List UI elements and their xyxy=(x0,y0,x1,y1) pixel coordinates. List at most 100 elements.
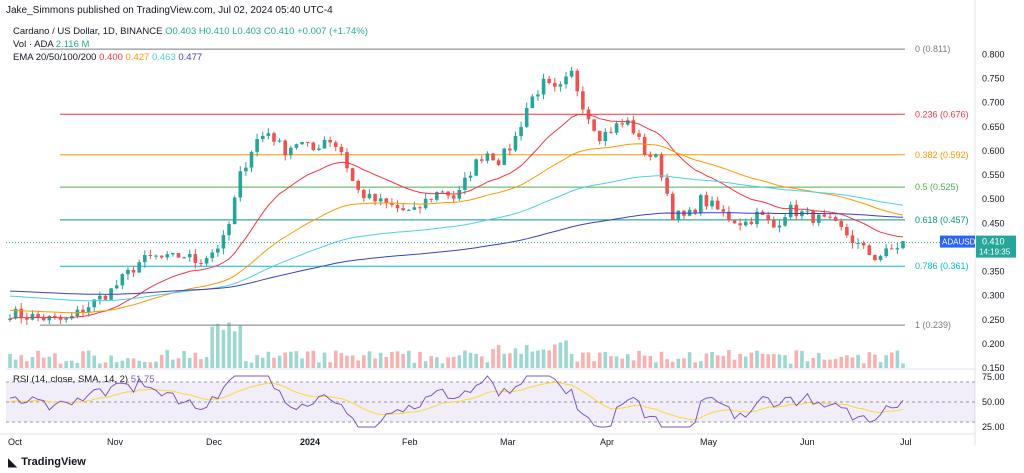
time-label-2: Dec xyxy=(206,437,223,447)
volume-bar xyxy=(463,350,467,368)
volume-bar xyxy=(221,329,226,368)
candle-body xyxy=(182,257,186,259)
volume-bar xyxy=(249,362,254,368)
volume-bar xyxy=(25,361,29,368)
candle-body xyxy=(541,78,546,95)
symbol-tag: ADAUSD xyxy=(942,238,976,247)
candle-body xyxy=(328,139,332,143)
candle-body xyxy=(333,142,338,148)
candle-body xyxy=(401,208,405,211)
volume-bar xyxy=(665,359,669,368)
ema20-value: 0.400 xyxy=(99,52,123,63)
volume-bar xyxy=(693,362,697,368)
candle-body xyxy=(395,204,400,209)
volume-bar xyxy=(58,363,63,368)
candle-body xyxy=(873,255,877,261)
volume-bar xyxy=(654,362,658,368)
candle-body xyxy=(637,133,641,137)
candle-body xyxy=(794,204,799,217)
candle-body xyxy=(373,193,377,202)
candle-body xyxy=(569,70,574,77)
volume-bar xyxy=(845,355,849,368)
volume-bar xyxy=(496,345,501,368)
price-tick-9: 0.350 xyxy=(982,267,1005,277)
volume-bar xyxy=(524,345,529,368)
volume-bar xyxy=(289,351,293,368)
symbol-row: Cardano / US Dollar, 1D, BINANCE O0.403 … xyxy=(13,25,368,38)
volume-bar xyxy=(715,355,720,368)
candle-body xyxy=(86,307,91,313)
volume-bar xyxy=(783,355,787,368)
volume-bar xyxy=(165,350,170,368)
candle-body xyxy=(165,254,170,258)
candle-body xyxy=(895,248,900,250)
candle-body xyxy=(833,217,838,221)
ema200-line xyxy=(9,212,904,295)
candle-body xyxy=(148,255,153,257)
volume-bar xyxy=(47,356,52,368)
volume-bar xyxy=(474,353,478,368)
candle-body xyxy=(715,200,720,210)
candle-body xyxy=(788,204,793,218)
candle-body xyxy=(676,210,681,220)
rsi-tick-1: 50.00 xyxy=(982,397,1005,407)
candle-body xyxy=(159,255,164,258)
candle-body xyxy=(491,153,495,161)
candle-body xyxy=(451,195,456,199)
volume-bar xyxy=(53,353,57,368)
volume-bar xyxy=(502,353,507,368)
volume-bar xyxy=(378,352,383,368)
volume-bar xyxy=(176,358,181,368)
price-tick-11: 0.250 xyxy=(982,315,1005,325)
candle-body xyxy=(805,210,810,212)
volume-bar xyxy=(732,359,737,368)
volume-bar xyxy=(300,358,304,368)
candle-body xyxy=(592,119,596,131)
volume-bar xyxy=(794,350,799,368)
candle-body xyxy=(300,141,304,145)
candle-body xyxy=(552,82,557,87)
candle-body xyxy=(187,254,192,258)
volume-bar xyxy=(227,322,231,368)
price-tick-4: 0.600 xyxy=(982,146,1005,156)
volume-bar xyxy=(64,361,68,368)
candle-body xyxy=(670,193,675,220)
candles-group xyxy=(8,66,905,368)
candle-body xyxy=(289,147,293,156)
volume-bar xyxy=(429,356,434,368)
candle-body xyxy=(609,131,613,133)
candle-body xyxy=(721,209,726,212)
volume-bar xyxy=(19,355,24,368)
volume-bar xyxy=(13,359,18,368)
candle-body xyxy=(216,248,220,253)
volume-bar xyxy=(777,354,782,368)
volume-bar xyxy=(345,355,349,368)
volume-bar xyxy=(69,360,74,368)
candle-body xyxy=(558,84,563,87)
volume-bar xyxy=(564,340,568,368)
volume-bar xyxy=(536,350,540,368)
candle-body xyxy=(699,195,703,214)
candle-body xyxy=(693,209,697,214)
candle-body xyxy=(350,168,355,181)
volume-bar xyxy=(412,362,417,368)
candle-body xyxy=(362,189,366,199)
candle-body xyxy=(811,210,815,223)
volume-bar xyxy=(204,357,209,368)
volume-bar xyxy=(272,357,276,368)
candle-body xyxy=(524,108,529,127)
candle-body xyxy=(322,139,327,149)
tradingview-brand: ◣ TradingView xyxy=(8,455,86,469)
volume-bar xyxy=(187,357,192,368)
candle-body xyxy=(547,78,551,83)
volume-bar xyxy=(873,354,877,368)
price-tick-3: 0.650 xyxy=(982,122,1005,132)
candle-body xyxy=(114,285,119,289)
candle-body xyxy=(13,308,18,319)
candle-body xyxy=(131,269,136,273)
candle-body xyxy=(154,255,158,257)
price-tick-6: 0.500 xyxy=(982,194,1005,204)
candle-body xyxy=(822,214,827,217)
volume-bar xyxy=(311,350,316,368)
